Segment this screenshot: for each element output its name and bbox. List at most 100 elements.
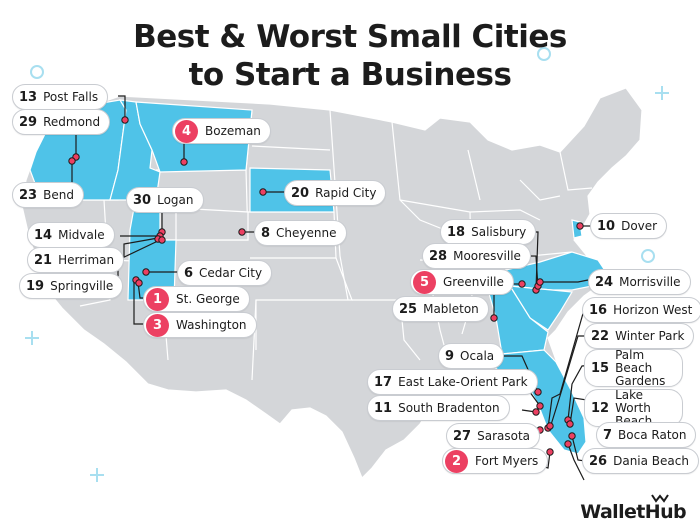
- callout-washington: 3 Washington: [143, 312, 257, 338]
- city-label: Herriman: [58, 253, 115, 267]
- rank-label: 6: [184, 265, 194, 281]
- city-label: Washington: [176, 318, 247, 332]
- rank-label: 10: [597, 218, 616, 234]
- rank-label: 16: [589, 302, 608, 318]
- rank-label: 26: [589, 453, 608, 469]
- city-label: Horizon West: [613, 303, 693, 317]
- rank-label: 15: [591, 360, 610, 376]
- rank-label: 24: [595, 274, 614, 290]
- state-georgia: [487, 285, 549, 355]
- city-label: Midvale: [58, 228, 105, 242]
- callout-fort-myers: 2 Fort Myers: [442, 448, 549, 474]
- callout-east-lake-orient-park: 17 East Lake-Orient Park: [367, 369, 538, 395]
- city-label: Dover: [621, 219, 658, 233]
- city-label: Mooresville: [453, 249, 521, 263]
- marker-fort-myers: [546, 448, 554, 456]
- rank-label: 30: [133, 192, 152, 208]
- marker-ocala: [534, 388, 542, 396]
- callout-ocala: 9 Ocala: [438, 343, 505, 369]
- city-label: Palm Beach Gardens: [615, 347, 666, 388]
- callout-post-falls: 13 Post Falls: [12, 84, 109, 110]
- rank-badge: 5: [413, 270, 436, 294]
- callout-herriman: 21 Herriman: [27, 247, 125, 273]
- marker-boca-raton: [568, 432, 576, 440]
- rank-label: 23: [19, 187, 38, 203]
- callout-greenville: 5 Greenville: [410, 269, 514, 295]
- city-label: Ocala: [460, 349, 495, 363]
- marker-horizon-west: [546, 422, 554, 430]
- marker-post-falls: [121, 116, 129, 124]
- callout-st-george: 1 St. George: [143, 286, 250, 312]
- callout-dover: 10 Dover: [590, 213, 668, 239]
- callout-mooresville: 28 Mooresville: [422, 243, 531, 269]
- callout-midvale: 14 Midvale: [27, 222, 115, 248]
- callout-mableton: 25 Mableton: [392, 296, 489, 322]
- city-label: Dania Beach: [613, 454, 689, 468]
- city-label: Rapid City: [315, 186, 377, 200]
- marker-cheyenne: [238, 228, 246, 236]
- decorations: [25, 47, 669, 482]
- rank-badge: 4: [175, 119, 198, 143]
- marker-lake-worth: [566, 420, 574, 428]
- marker-greenville: [518, 280, 526, 288]
- city-label: Cheyenne: [276, 226, 337, 240]
- city-label: Sarasota: [477, 429, 531, 443]
- marker-dania-beach: [564, 440, 572, 448]
- marker-bend: [68, 157, 76, 165]
- city-label: St. George: [176, 292, 240, 306]
- rank-label: 12: [591, 400, 610, 416]
- callout-horizon-west: 16 Horizon West: [582, 297, 700, 323]
- state-wyoming-south: [175, 207, 249, 241]
- rank-label: 20: [291, 185, 310, 201]
- rank-label: 17: [374, 374, 393, 390]
- callout-cheyenne: 8 Cheyenne: [254, 220, 347, 246]
- city-label: Lake Worth Beach: [615, 387, 653, 428]
- rank-label: 18: [447, 224, 466, 240]
- city-label: Logan: [157, 193, 194, 207]
- rank-label: 11: [374, 400, 393, 416]
- city-label: Bend: [43, 188, 74, 202]
- callout-springville: 19 Springville: [19, 273, 124, 299]
- rank-badge: 2: [445, 449, 468, 473]
- city-label: Fort Myers: [475, 454, 539, 468]
- callout-lake-worth-beach: 12 Lake Worth Beach: [584, 387, 684, 428]
- city-label: East Lake-Orient Park: [398, 375, 528, 389]
- rank-label: 13: [19, 89, 38, 105]
- rank-label: 22: [591, 328, 610, 344]
- wallethub-logo-icon: [651, 494, 669, 503]
- callout-bozeman: 4 Bozeman: [172, 118, 271, 144]
- callout-redmond: 29 Redmond: [12, 109, 111, 135]
- callout-bend: 23 Bend: [12, 182, 84, 208]
- city-label: Salisbury: [471, 225, 527, 239]
- city-label: Boca Raton: [618, 428, 687, 442]
- city-label: Redmond: [43, 115, 101, 129]
- city-label: Morrisville: [619, 275, 681, 289]
- callout-winter-park: 22 Winter Park: [584, 323, 695, 349]
- rank-label: 14: [34, 227, 53, 243]
- callout-sarasota: 27 Sarasota: [446, 423, 541, 449]
- marker-bozeman: [180, 158, 188, 166]
- city-label: Post Falls: [43, 90, 99, 104]
- city-label: South Bradenton: [398, 401, 500, 415]
- rank-label: 9: [445, 348, 455, 364]
- marker-dover: [576, 222, 584, 230]
- city-label: Springville: [50, 279, 114, 293]
- callout-rapid-city: 20 Rapid City: [284, 180, 387, 206]
- brand-logo: WalletHub: [580, 501, 686, 523]
- rank-label: 8: [261, 225, 271, 241]
- rank-label: 27: [453, 428, 472, 444]
- marker-morrisville: [536, 278, 544, 286]
- callout-dania-beach: 26 Dania Beach: [582, 448, 699, 474]
- rank-label: 21: [34, 252, 53, 268]
- page-subtitle: to Start a Business: [188, 57, 512, 93]
- callout-cedar-city: 6 Cedar City: [177, 260, 273, 286]
- marker-cedar-city: [142, 268, 150, 276]
- rank-label: 29: [19, 114, 38, 130]
- city-label: Greenville: [443, 275, 504, 289]
- city-markers: [68, 116, 584, 456]
- city-label: Winter Park: [615, 329, 685, 343]
- rank-badge: 3: [146, 313, 169, 337]
- rank-label: 7: [603, 427, 613, 443]
- marker-springville: [158, 236, 166, 244]
